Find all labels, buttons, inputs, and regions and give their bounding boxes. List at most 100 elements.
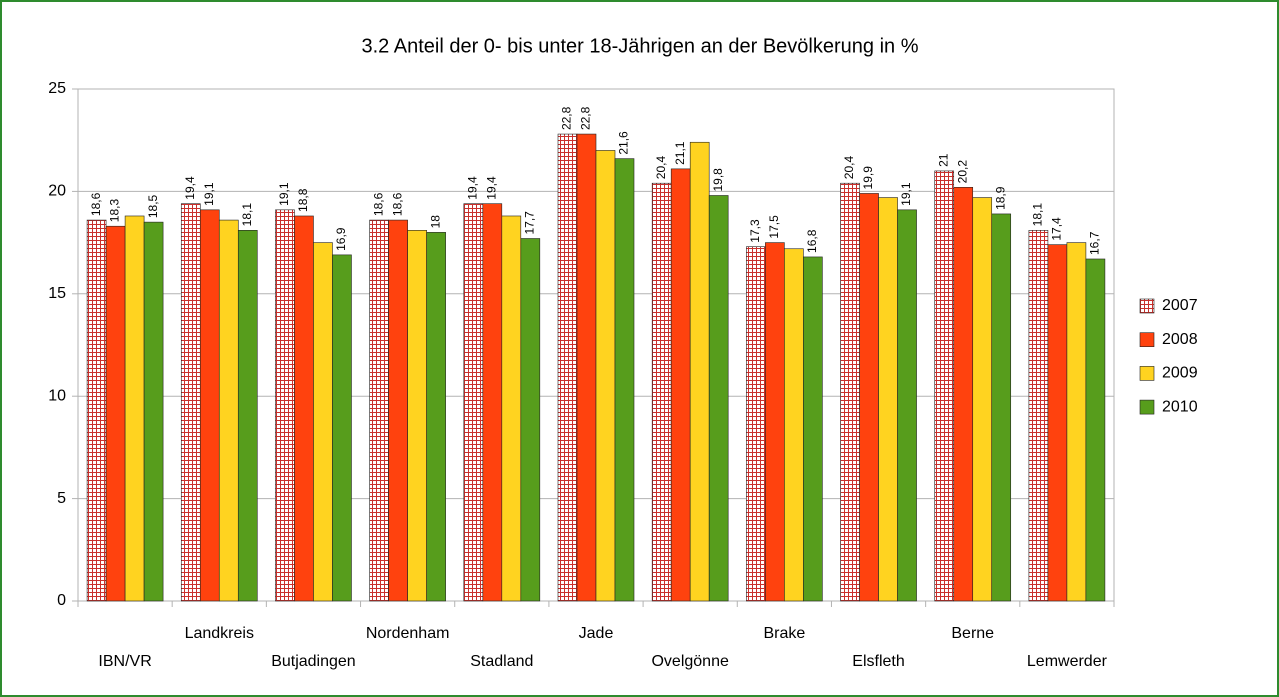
bar [934, 170, 955, 602]
bar [1028, 230, 1049, 602]
bar [482, 203, 503, 602]
x-tick-label: Landkreis [185, 625, 254, 642]
legend-label: 2010 [1162, 398, 1198, 415]
data-label: 17,3 [748, 219, 762, 243]
data-label: 18 [428, 215, 442, 229]
chart-title: 3.2 Anteil der 0- bis unter 18-Jährigen … [361, 35, 918, 57]
x-tick-label: IBN/VR [98, 653, 151, 670]
bar [180, 203, 201, 602]
bar [689, 141, 710, 602]
x-tick-label: Brake [763, 625, 805, 642]
bar [784, 248, 804, 602]
y-tick-label: 25 [48, 80, 66, 97]
bar [218, 219, 239, 602]
data-label: 20,2 [955, 160, 969, 184]
data-label: 16,8 [805, 229, 819, 253]
bar [501, 215, 522, 602]
x-tick-label: Elsfleth [852, 653, 904, 670]
data-label: 18,8 [296, 188, 310, 212]
bar [765, 242, 785, 602]
bar [520, 238, 541, 602]
bar [803, 256, 823, 602]
bar [86, 219, 107, 602]
bar [557, 133, 578, 602]
data-label: 17,4 [1050, 217, 1064, 241]
bar [313, 242, 333, 602]
bar [878, 197, 898, 602]
bar [614, 158, 635, 602]
x-tick-label: Lemwerder [1027, 653, 1108, 670]
data-label: 19,4 [183, 176, 197, 200]
legend-swatch [1139, 399, 1155, 415]
data-label: 19,4 [465, 176, 479, 200]
bar [859, 193, 879, 602]
bar [275, 209, 295, 602]
legend-label: 2009 [1162, 365, 1198, 382]
bar [294, 215, 314, 602]
bar [1085, 258, 1106, 602]
data-label: 18,1 [240, 203, 254, 227]
bar [199, 209, 220, 602]
bar [576, 133, 597, 602]
bar [143, 221, 164, 602]
x-tick-label: Jade [579, 625, 614, 642]
data-label: 16,9 [334, 227, 348, 251]
legend-swatch [1139, 332, 1155, 348]
bar [105, 225, 126, 602]
data-label: 21,1 [673, 141, 687, 165]
data-label: 16,7 [1088, 231, 1102, 255]
data-label: 18,3 [108, 199, 122, 223]
data-label: 19,1 [202, 182, 216, 206]
bar [1066, 242, 1087, 602]
legend-label: 2008 [1162, 331, 1198, 348]
y-tick-label: 15 [48, 285, 66, 302]
legend-swatch [1139, 298, 1155, 314]
data-label: 22,8 [560, 106, 574, 130]
bar [897, 209, 917, 602]
y-tick-label: 0 [57, 592, 66, 609]
x-tick-label: Stadland [470, 653, 533, 670]
bar [388, 219, 408, 602]
data-label: 21 [936, 153, 950, 167]
data-label: 18,6 [390, 192, 404, 216]
x-tick-label: Butjadingen [271, 653, 356, 670]
x-tick-label: Ovelgönne [651, 653, 728, 670]
bar [840, 182, 860, 602]
data-label: 21,6 [617, 131, 631, 155]
data-label: 19,4 [484, 176, 498, 200]
legend-label: 2007 [1162, 297, 1198, 314]
data-label: 18,6 [371, 192, 385, 216]
data-label: 18,9 [993, 186, 1007, 210]
y-tick-label: 5 [57, 490, 66, 507]
data-label: 19,1 [277, 182, 291, 206]
bar [708, 195, 729, 602]
bar [595, 150, 616, 602]
bar [124, 215, 145, 602]
y-tick-label: 20 [48, 183, 66, 200]
bar [953, 187, 974, 602]
bar [1047, 244, 1068, 602]
data-label: 20,4 [654, 156, 668, 180]
bar [463, 203, 484, 602]
data-label: 20,4 [842, 156, 856, 180]
legend-swatch [1139, 366, 1155, 381]
bar [670, 168, 691, 602]
bar [426, 232, 446, 602]
y-tick-label: 10 [48, 387, 66, 404]
data-label: 18,1 [1031, 203, 1045, 227]
data-label: 22,8 [579, 106, 593, 130]
x-tick-label: Nordenham [366, 625, 450, 642]
bar [332, 254, 352, 602]
data-label: 18,5 [146, 194, 160, 218]
bar [991, 213, 1012, 602]
x-tick-label: Berne [951, 625, 994, 642]
data-label: 17,5 [767, 215, 781, 239]
bar [407, 230, 427, 602]
data-label: 19,9 [861, 166, 875, 190]
data-label: 19,8 [711, 168, 725, 192]
data-label: 18,6 [89, 192, 103, 216]
bar [746, 246, 766, 602]
data-label: 19,1 [899, 182, 913, 206]
bar [651, 182, 672, 602]
